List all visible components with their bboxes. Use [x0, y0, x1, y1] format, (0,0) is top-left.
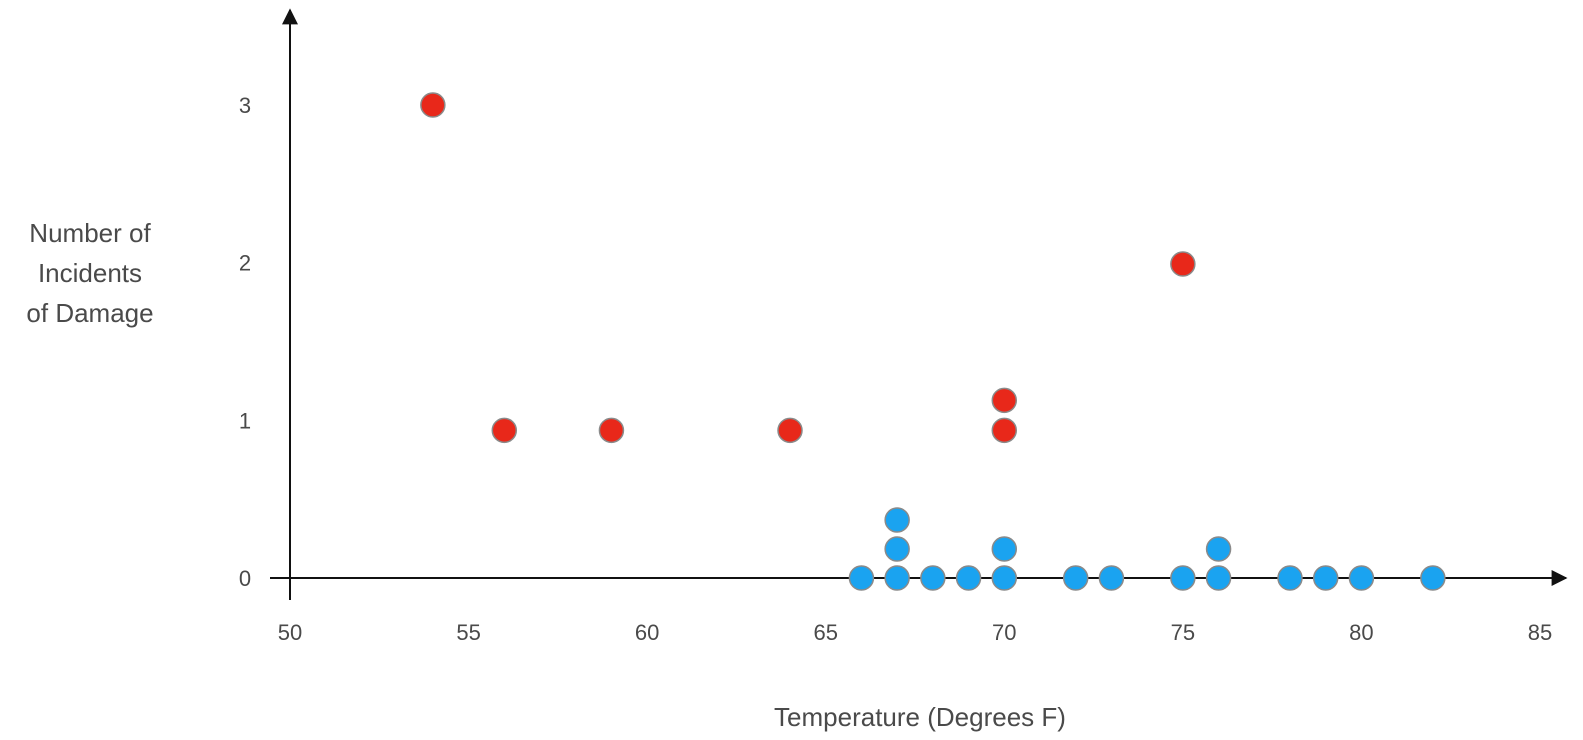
x-tick-labels: 50 55 60 65 70 75 80 85: [278, 620, 1552, 645]
x-tick-label: 65: [813, 620, 837, 645]
damage-point: [777, 417, 803, 444]
y-tick-label: 2: [239, 251, 251, 276]
no-damage-point: [1170, 565, 1196, 591]
x-tick-label: 80: [1349, 620, 1373, 645]
y-tick-label: 0: [239, 566, 251, 591]
x-tick-label: 70: [992, 620, 1016, 645]
damage-point: [420, 92, 446, 118]
no-damage-point: [1420, 565, 1446, 591]
y-axis-label-line-2: Incidents: [38, 258, 142, 288]
damage-point: [1170, 251, 1196, 277]
damage-point: [491, 417, 518, 444]
x-tick-label: 50: [278, 620, 302, 645]
no-damage-point: [1098, 565, 1125, 591]
y-axis-label-line-1: Number of: [29, 218, 151, 248]
damage-point: [991, 417, 1018, 444]
no-damage-point: [884, 565, 910, 591]
no-damage-point: [884, 507, 910, 533]
data-points: [420, 92, 1446, 591]
x-tick-label: 75: [1171, 620, 1195, 645]
x-tick-label: 85: [1528, 620, 1552, 645]
no-damage-point: [1312, 565, 1339, 591]
x-axis-label: Temperature (Degrees F): [774, 702, 1066, 732]
y-tick-labels: 0 1 2 3: [239, 93, 251, 591]
no-damage-point: [1062, 565, 1089, 591]
y-axis-label-line-3: of Damage: [26, 298, 153, 328]
no-damage-point: [848, 565, 875, 591]
x-tick-label: 55: [456, 620, 480, 645]
no-damage-point: [1205, 565, 1232, 591]
damage-point: [991, 387, 1018, 414]
no-damage-point: [1205, 536, 1232, 562]
y-tick-label: 3: [239, 93, 251, 118]
no-damage-point: [1348, 565, 1375, 591]
y-tick-label: 1: [239, 408, 251, 433]
axes: [270, 8, 1568, 600]
no-damage-point: [1277, 565, 1303, 591]
no-damage-point: [955, 565, 982, 591]
no-damage-point: [991, 565, 1018, 591]
no-damage-point: [991, 536, 1018, 562]
damage-point: [598, 417, 625, 444]
no-damage-point: [920, 565, 946, 591]
x-tick-label: 60: [635, 620, 659, 645]
no-damage-point: [884, 536, 910, 562]
